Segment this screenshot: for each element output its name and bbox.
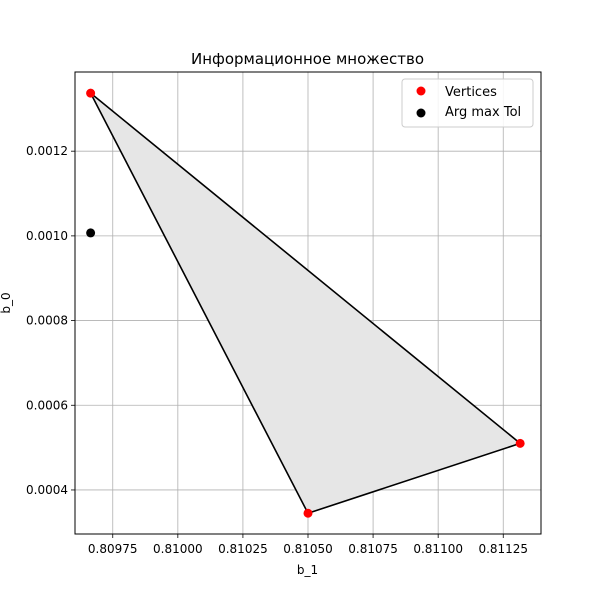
vertex-point: [303, 508, 313, 518]
x-tick-label: 0.81000: [153, 542, 203, 556]
y-axis-label: b_0: [0, 292, 13, 313]
x-tick-label: 0.81125: [478, 542, 528, 556]
legend-label-vertices: Vertices: [445, 85, 497, 100]
x-axis-ticks: 0.80975 0.81000 0.81025 0.81050 0.81075 0.811…: [88, 534, 528, 556]
vertex-point: [515, 438, 525, 448]
x-tick-label: 0.80975: [88, 542, 138, 556]
y-tick-label: 0.0004: [26, 483, 68, 497]
x-tick-label: 0.81025: [218, 542, 268, 556]
y-tick-label: 0.0006: [26, 398, 68, 412]
information-set-polygon: [89, 92, 521, 515]
y-tick-label: 0.0010: [26, 229, 68, 243]
x-tick-label: 0.81050: [283, 542, 333, 556]
scatter-points: [86, 88, 525, 518]
x-tick-label: 0.81100: [413, 542, 463, 556]
y-tick-label: 0.0008: [26, 314, 68, 328]
y-axis-ticks: 0.0004 0.0006 0.0008 0.0010 0.0012: [26, 144, 75, 497]
legend-box: [401, 78, 534, 128]
chart-title: Информационное множество: [191, 50, 424, 68]
arg-max-tol-point: [86, 228, 96, 238]
x-axis-label: b_1: [297, 563, 318, 577]
x-tick-label: 0.81075: [348, 542, 398, 556]
legend-marker-vertices: [416, 86, 426, 96]
legend-label-arg-max-tol: Arg max Tol: [445, 105, 521, 120]
legend: Vertices Arg max Tol: [401, 78, 534, 128]
legend-marker-arg-max-tol: [416, 108, 426, 118]
vertex-point: [86, 88, 96, 98]
y-tick-label: 0.0012: [26, 144, 68, 158]
